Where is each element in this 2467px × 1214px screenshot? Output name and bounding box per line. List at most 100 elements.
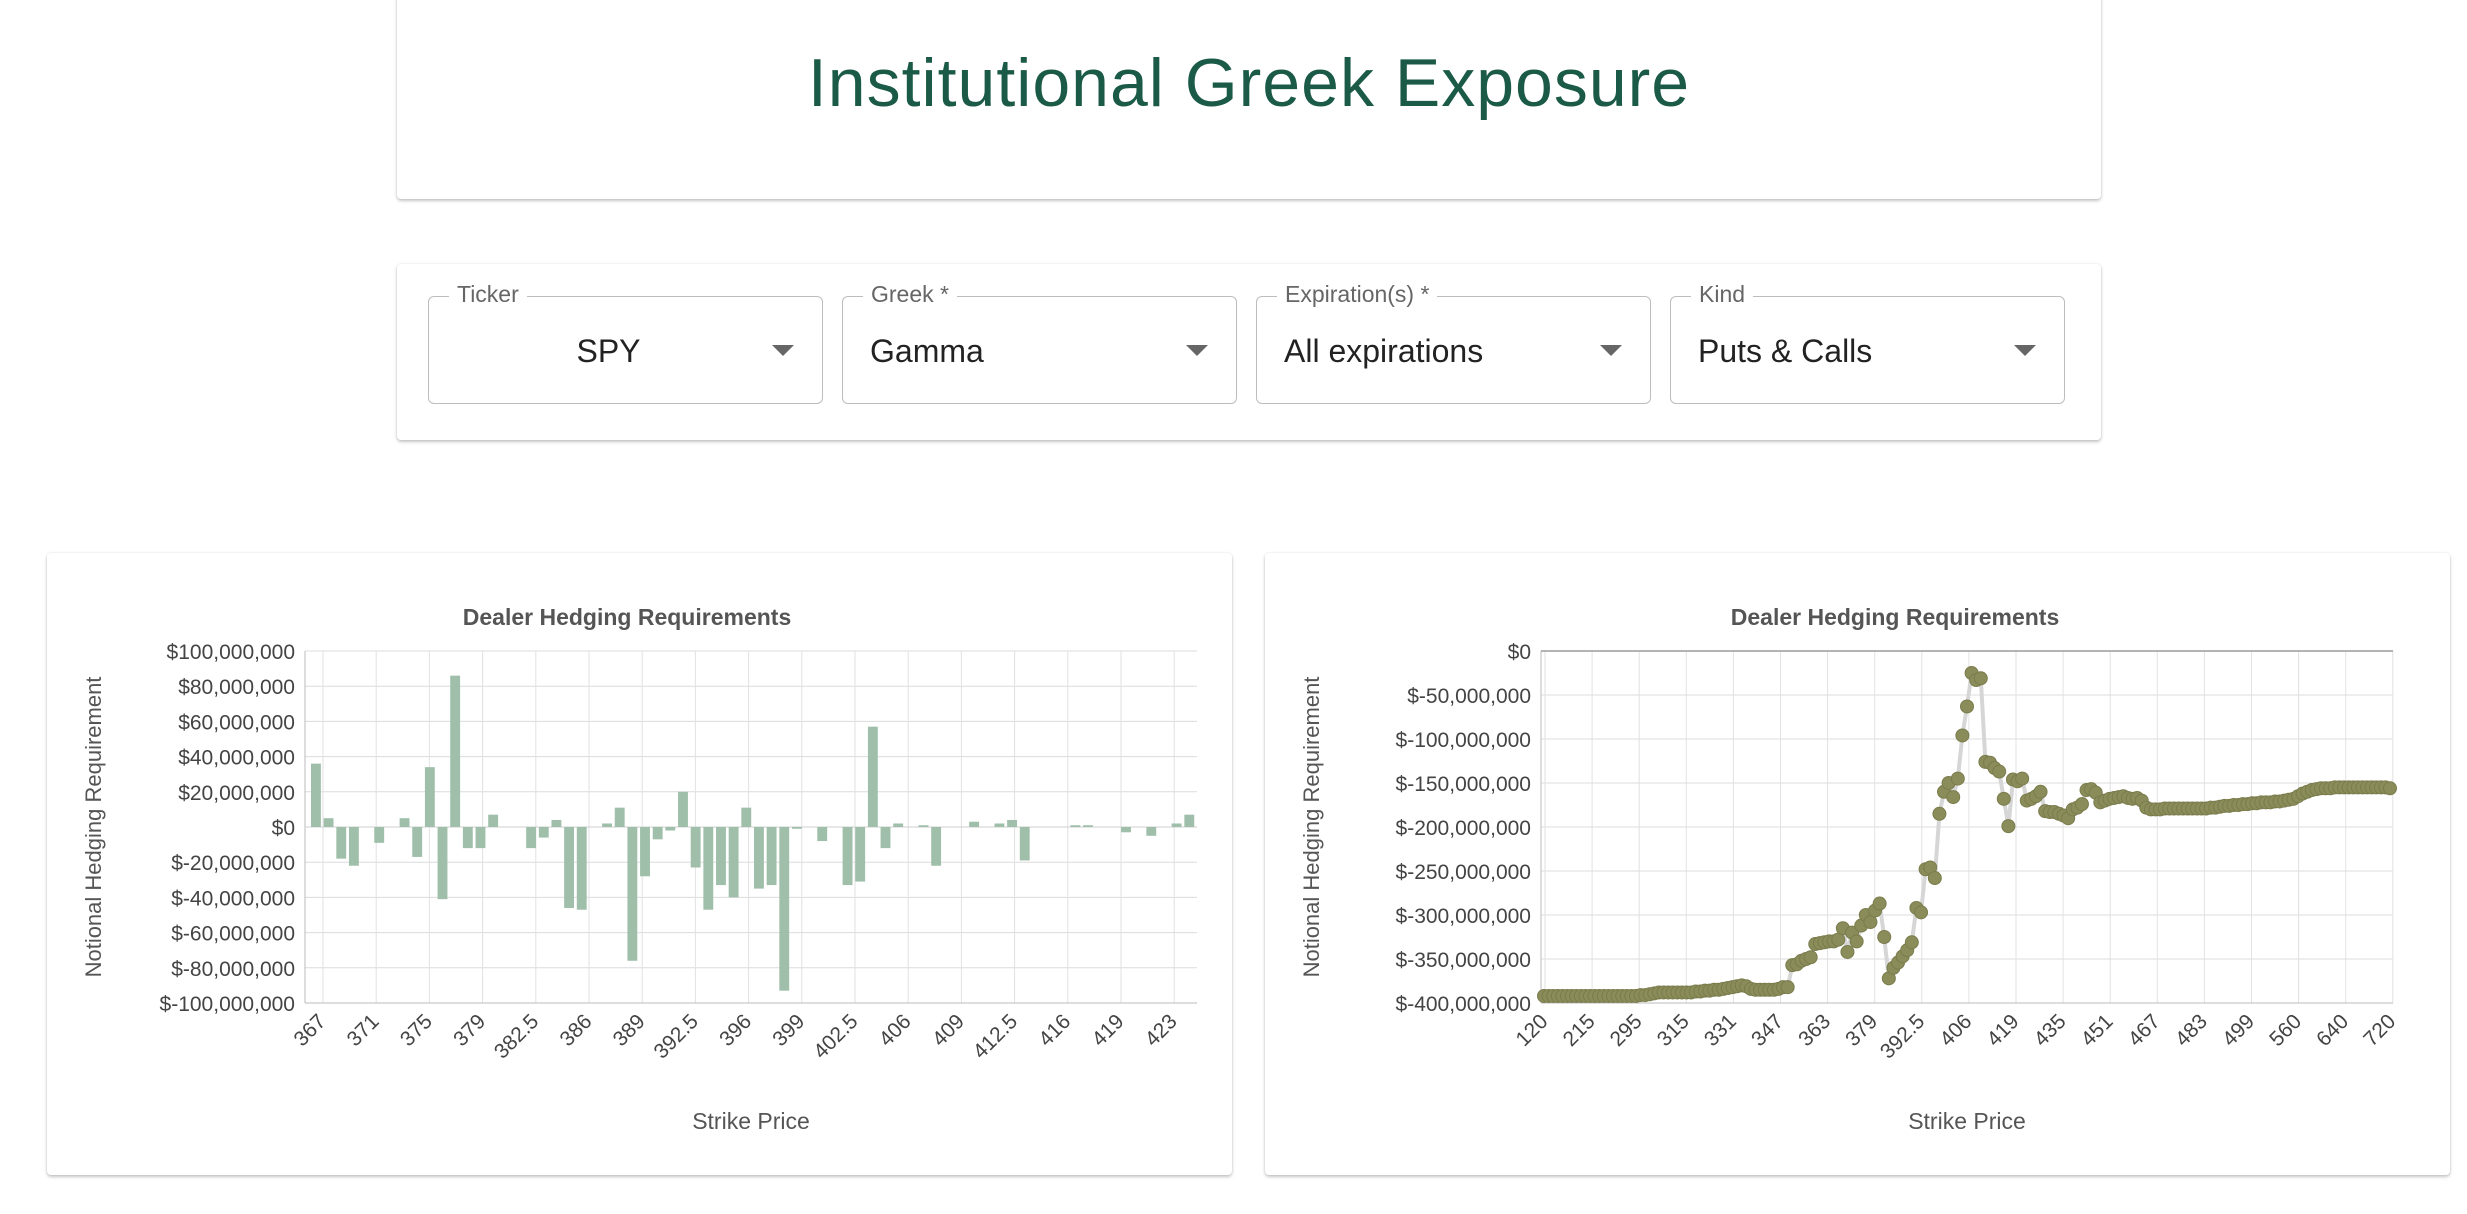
bar xyxy=(488,814,499,827)
bar xyxy=(931,827,942,866)
bar xyxy=(969,821,980,827)
data-point xyxy=(1973,671,1988,686)
y-tick-label: $-60,000,000 xyxy=(171,923,295,946)
x-tick-label: 406 xyxy=(875,1010,916,1051)
y-tick-label: $-40,000,000 xyxy=(171,887,295,910)
bar xyxy=(462,827,473,849)
bar xyxy=(1019,827,1030,861)
data-point xyxy=(2015,771,2030,786)
bar xyxy=(779,827,790,991)
bar xyxy=(1171,823,1182,827)
x-tick-label: 375 xyxy=(396,1010,437,1051)
expiration-value: All expirations xyxy=(1284,333,1484,369)
bar xyxy=(665,827,676,831)
bar xyxy=(475,827,486,849)
x-tick-label: 347 xyxy=(1747,1010,1788,1051)
chart-title: Dealer Hedging Requirements xyxy=(463,604,791,630)
bar xyxy=(627,827,638,961)
x-tick-label: 215 xyxy=(1559,1010,1600,1051)
bar xyxy=(678,791,688,827)
data-point xyxy=(1955,728,1970,743)
ticker-label: Ticker xyxy=(449,281,527,308)
scatter-chart-card: Dealer Hedging Requirements $0 $-50,000,00… xyxy=(1265,553,2450,1175)
bar xyxy=(867,726,878,827)
data-point xyxy=(1904,935,1919,950)
data-point xyxy=(1996,791,2011,806)
greek-value: Gamma xyxy=(870,333,984,369)
x-tick-label: 367 xyxy=(289,1010,330,1051)
y-tick-label: $-100,000,000 xyxy=(1396,729,1531,752)
series-line xyxy=(1544,667,2391,998)
y-tick-label: $80,000,000 xyxy=(178,676,295,699)
y-tick-label: $60,000,000 xyxy=(178,711,295,734)
bar xyxy=(1007,819,1018,827)
data-point xyxy=(1849,934,1864,949)
y-tick-label: $-100,000,000 xyxy=(160,993,295,1016)
bar xyxy=(551,819,562,827)
x-tick-label: 382.5 xyxy=(490,1010,543,1063)
x-tick-label: 467 xyxy=(2124,1010,2165,1051)
data-point xyxy=(1946,790,1961,805)
y-tick-label: $-150,000,000 xyxy=(1396,773,1531,796)
data-point xyxy=(2033,784,2048,799)
x-tick-label: 483 xyxy=(2171,1010,2212,1051)
y-tick-label: $0 xyxy=(1508,641,1531,664)
bar xyxy=(791,827,802,829)
scatter-chart: Dealer Hedging Requirements $0 $-50,000,00… xyxy=(1299,604,2400,1134)
chevron-down-icon xyxy=(2014,345,2036,356)
bar xyxy=(842,827,853,886)
x-tick-label: 363 xyxy=(1794,1010,1835,1051)
data-point xyxy=(1932,806,1947,821)
data-point xyxy=(1877,930,1892,944)
data-point xyxy=(1914,905,1929,920)
bar xyxy=(348,827,359,866)
bar xyxy=(424,767,435,827)
y-axis-label: Notional Hedging Requirement xyxy=(1299,677,1324,978)
expiration-select[interactable]: Expiration(s) * All expirations xyxy=(1256,281,1651,404)
x-tick-label: 371 xyxy=(343,1010,384,1051)
x-tick-label: 640 xyxy=(2312,1010,2353,1051)
bar xyxy=(450,675,461,827)
y-tick-label: $-400,000,000 xyxy=(1396,993,1531,1016)
x-tick-label: 416 xyxy=(1034,1010,1075,1051)
title-card: Institutional Greek Exposure xyxy=(397,0,2101,199)
bar xyxy=(640,827,650,877)
chevron-down-icon xyxy=(772,345,794,356)
ticker-select[interactable]: Ticker SPY xyxy=(428,281,823,404)
x-tick-label: 412.5 xyxy=(969,1010,1022,1063)
data-point xyxy=(1872,896,1887,911)
greek-select[interactable]: Greek * Gamma xyxy=(842,281,1237,404)
bar xyxy=(728,827,739,898)
chevron-down-icon xyxy=(1186,345,1208,356)
x-tick-label: 720 xyxy=(2359,1010,2400,1051)
data-point xyxy=(2074,797,2089,812)
bar xyxy=(754,827,764,889)
data-point xyxy=(1992,764,2007,779)
bar xyxy=(766,827,777,886)
x-tick-label: 419 xyxy=(1087,1010,1128,1051)
chart-title: Dealer Hedging Requirements xyxy=(1731,604,2059,630)
chevron-down-icon xyxy=(1600,345,1622,356)
bar xyxy=(564,827,575,908)
x-tick-label: 419 xyxy=(1982,1010,2023,1051)
bar xyxy=(614,807,625,827)
x-tick-label: 386 xyxy=(555,1010,596,1051)
bar xyxy=(437,827,448,900)
x-tick-label: 435 xyxy=(2030,1010,2071,1051)
data-point xyxy=(1950,771,1965,786)
bar xyxy=(336,827,347,859)
data-point xyxy=(1927,871,1942,886)
bar xyxy=(538,827,549,838)
greek-label: Greek * xyxy=(863,281,957,308)
controls-card: Ticker SPY Greek * Gamma Expiration(s) *… xyxy=(397,264,2101,440)
bar xyxy=(855,827,866,882)
x-tick-label: 392.5 xyxy=(1876,1010,1929,1063)
y-tick-label: $0 xyxy=(272,817,295,840)
kind-select[interactable]: Kind Puts & Calls xyxy=(1670,281,2065,404)
bar xyxy=(690,827,701,868)
x-tick-label: 396 xyxy=(715,1010,756,1051)
x-tick-label: 120 xyxy=(1511,1010,1552,1051)
data-point xyxy=(2383,781,2397,796)
bar xyxy=(741,807,752,827)
bar xyxy=(526,827,537,849)
